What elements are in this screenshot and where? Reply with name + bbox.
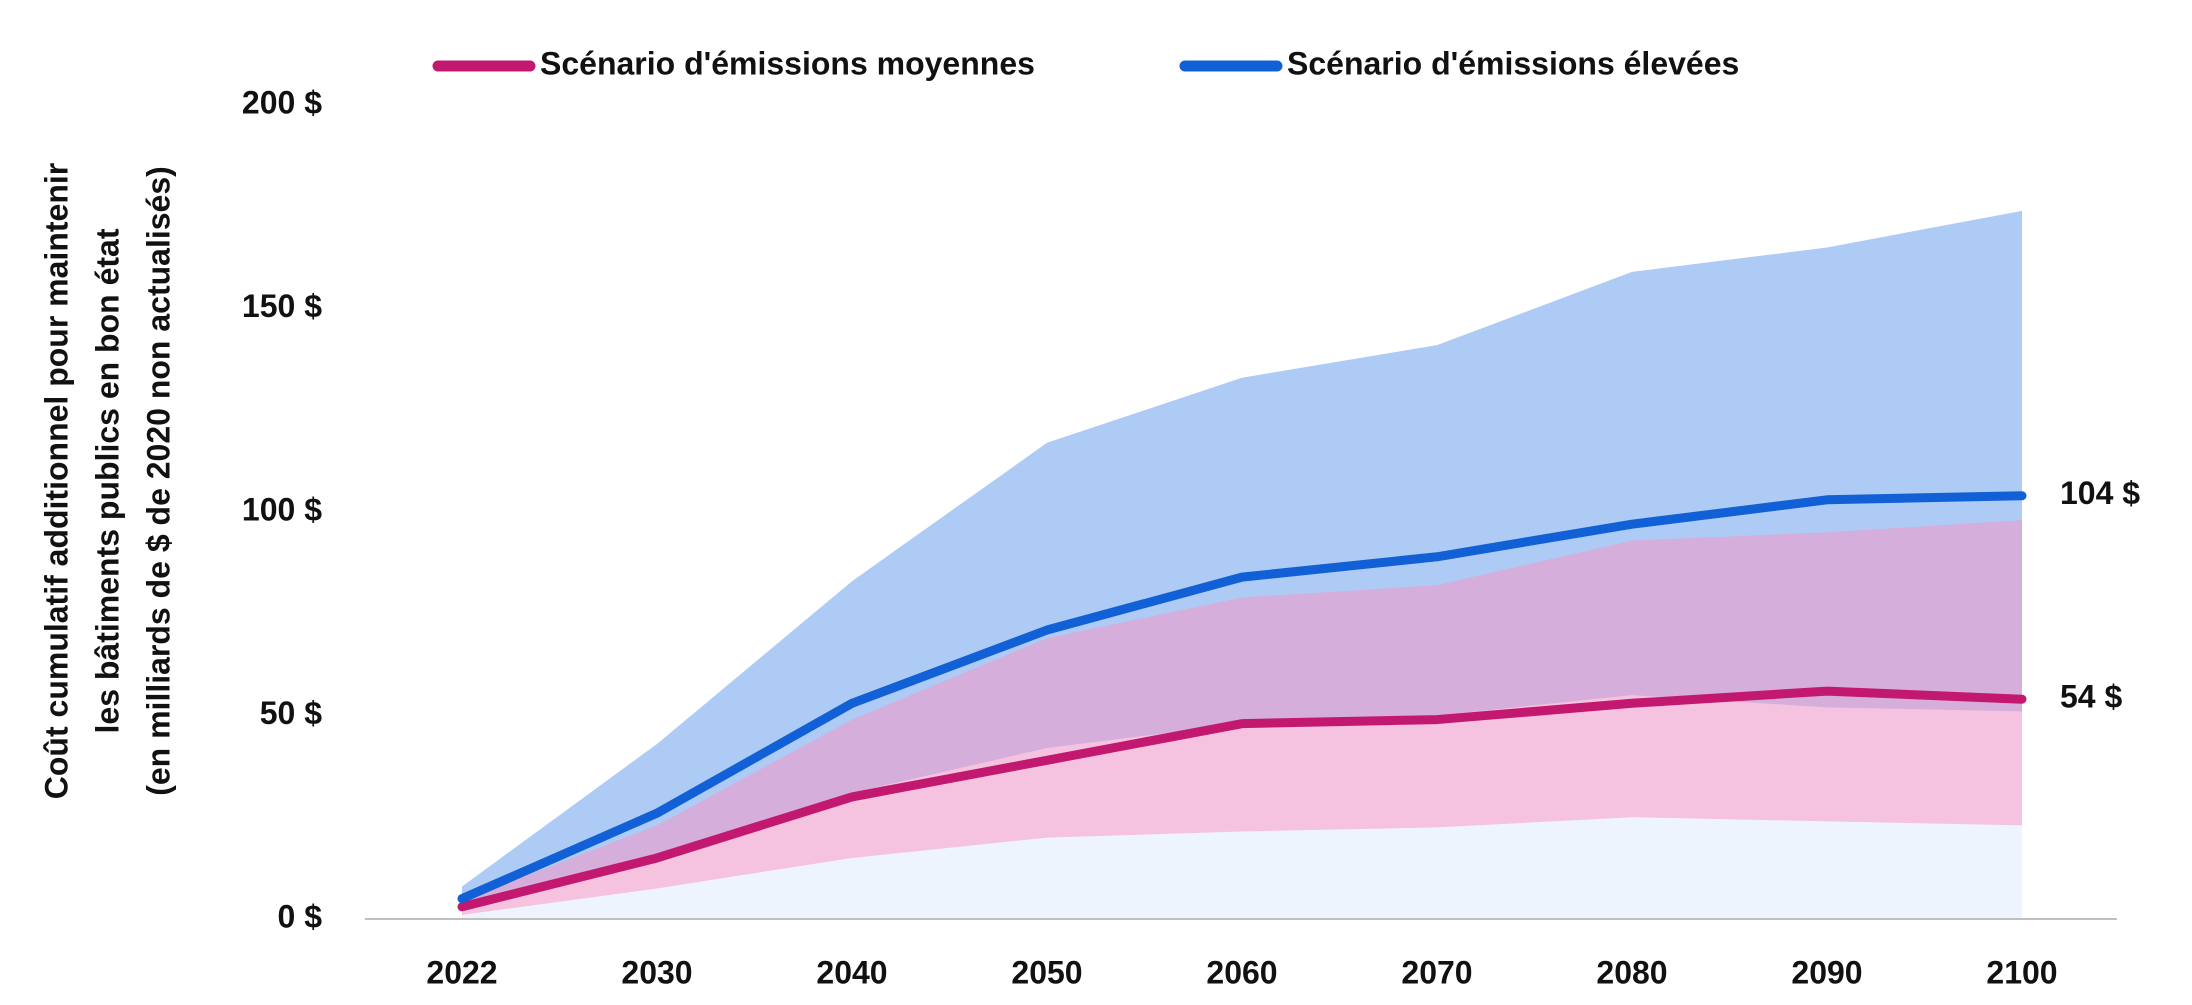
x-tick-label: 2080 [1596, 954, 1667, 990]
y-axis-title: Coût cumulatif additionnel pour mainteni… [38, 163, 176, 799]
legend-label: Scénario d'émissions élevées [1287, 45, 1739, 81]
data-label: 54 $ [2060, 679, 2122, 715]
x-tick-label: 2070 [1401, 954, 1472, 990]
plot-area [462, 210, 2022, 919]
y-tick-label: 200 $ [242, 84, 322, 120]
series-line [457, 491, 2027, 904]
y-axis-title-line: (en milliards de $ de 2020 non actualisé… [140, 166, 176, 796]
x-tick-label: 2022 [426, 954, 497, 990]
y-axis-title-line: Coût cumulatif additionnel pour mainteni… [38, 163, 74, 799]
data-label: 104 $ [2060, 475, 2140, 511]
x-tick-label: 2090 [1791, 954, 1862, 990]
range-band [462, 520, 2022, 915]
legend-label: Scénario d'émissions moyennes [540, 45, 1035, 81]
y-tick-label: 50 $ [260, 695, 322, 731]
x-tick-label: 2100 [1986, 954, 2057, 990]
series-line [457, 686, 2027, 912]
y-axis-title-line: les bâtiments publics en bon état [89, 228, 125, 733]
y-tick-label: 100 $ [242, 491, 322, 527]
x-tick-label: 2040 [816, 954, 887, 990]
y-tick-label: 0 $ [278, 898, 323, 934]
x-tick-label: 2050 [1011, 954, 1082, 990]
y-tick-label: 150 $ [242, 288, 322, 324]
x-tick-label: 2060 [1206, 954, 1277, 990]
x-tick-label: 2030 [621, 954, 692, 990]
base-area [462, 817, 2022, 919]
